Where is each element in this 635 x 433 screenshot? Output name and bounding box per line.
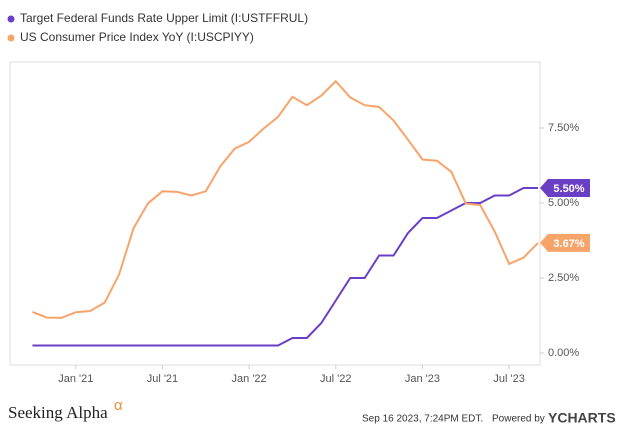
value-badge — [540, 233, 590, 252]
value-label: 5.50% — [553, 183, 584, 195]
value-label: 3.67% — [553, 238, 584, 250]
legend-label: Target Federal Funds Rate Upper Limit (I… — [20, 11, 308, 25]
x-tick-label: Jan '21 — [58, 373, 93, 385]
y-tick-label: 7.50% — [548, 122, 579, 134]
value-badge — [540, 179, 590, 197]
x-tick-label: Jul '22 — [320, 373, 351, 385]
y-tick-label: 0.00% — [548, 347, 579, 359]
brand-mark: α — [114, 397, 123, 414]
plot-frame — [9, 61, 541, 366]
legend-marker — [7, 15, 15, 23]
x-tick-label: Jan '22 — [232, 373, 267, 385]
x-tick-label: Jan '23 — [405, 373, 440, 385]
series-line — [32, 79, 539, 319]
legend-label: US Consumer Price Index YoY (I:USCPIYY) — [20, 30, 254, 44]
x-tick-label: Jul '23 — [493, 373, 524, 385]
x-tick-label: Jul '21 — [147, 373, 178, 385]
timestamp: Sep 16 2023, 7:24PM EDT. — [362, 414, 483, 425]
legend-marker — [7, 34, 15, 42]
powered-by: Powered by — [492, 414, 545, 425]
y-tick-label: 2.50% — [548, 272, 579, 284]
y-tick-label: 5.00% — [548, 197, 579, 209]
provider: YCHARTS — [548, 410, 616, 426]
brand: Seeking Alpha — [8, 403, 108, 422]
series-line — [32, 187, 538, 347]
